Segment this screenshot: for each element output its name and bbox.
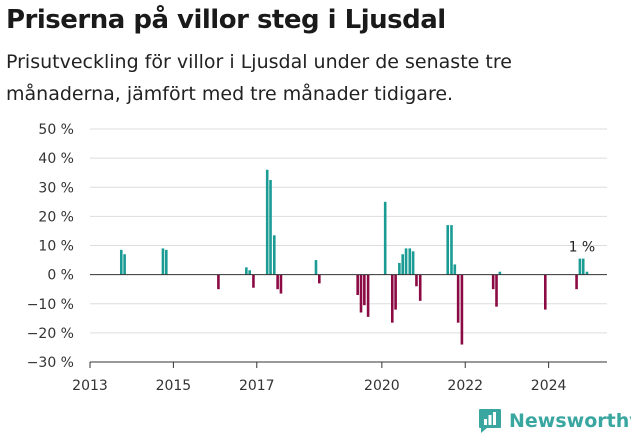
bar [408, 248, 412, 275]
bar [252, 274, 255, 288]
x-tick-label: 2013 [72, 378, 108, 394]
bar [446, 225, 450, 275]
bar [119, 249, 123, 275]
brand-name: Newsworthy [509, 410, 631, 432]
bar [245, 267, 248, 275]
y-tick-label: 50 % [38, 122, 74, 138]
brand-logo: Newsworthy [478, 405, 631, 437]
grid-lines [90, 128, 607, 363]
annotations: 1 % [569, 240, 596, 256]
bar [418, 274, 422, 301]
bar [217, 274, 220, 290]
y-tick-label: 10 % [38, 239, 74, 255]
y-tick-label: −10 % [27, 297, 74, 313]
bar [383, 201, 387, 275]
bar [248, 270, 251, 275]
bar [450, 225, 453, 275]
bar [165, 249, 168, 275]
bar [460, 274, 464, 345]
bar [279, 274, 283, 294]
y-axis-tick-labels: 50 % 40 % 30 % 20 % 10 % 0 % −10 % −20 % −30 % [27, 122, 74, 371]
bar [581, 258, 585, 275]
bar [394, 274, 397, 310]
bar [123, 254, 126, 275]
bars [119, 169, 589, 345]
bar [585, 271, 589, 275]
x-tick-label: 2024 [531, 378, 567, 394]
bar [578, 258, 582, 275]
bar [453, 264, 457, 275]
bar [276, 274, 279, 290]
bar [390, 274, 394, 323]
y-tick-label: 20 % [38, 209, 74, 225]
newsworthy-logo-icon [479, 409, 501, 433]
bar [495, 274, 498, 307]
bar [272, 235, 276, 275]
x-axis: 2013 2015 2017 2020 2022 2024 [72, 274, 607, 394]
y-tick-label: 30 % [38, 180, 74, 196]
bar [314, 260, 318, 275]
bar [456, 274, 460, 323]
bar [401, 254, 404, 275]
bar [356, 274, 359, 296]
x-tick-label: 2017 [239, 378, 275, 394]
bar [411, 251, 415, 275]
page-title: Priserna på villor steg i Ljusdal [6, 5, 446, 35]
x-tick-label: 2022 [447, 378, 483, 394]
bar [575, 274, 578, 290]
x-tick-label: 2015 [156, 378, 192, 394]
y-tick-label: 40 % [38, 151, 74, 167]
bar [398, 262, 401, 275]
bar [363, 274, 366, 306]
bar [415, 274, 418, 287]
annotation-label: 1 % [569, 240, 596, 256]
bar [543, 274, 547, 310]
bar [269, 179, 272, 275]
x-tick-label: 2020 [364, 378, 400, 394]
y-tick-label: 0 % [47, 268, 74, 284]
bar [318, 274, 321, 284]
bar [359, 274, 363, 313]
y-tick-label: −20 % [27, 326, 74, 342]
bar [161, 248, 165, 275]
page-subtitle: Prisutveckling för villor i Ljusdal unde… [6, 51, 512, 105]
bar [404, 248, 408, 275]
y-tick-label: −30 % [27, 355, 74, 371]
bar [366, 274, 370, 317]
bar [491, 274, 495, 290]
bar [265, 169, 269, 275]
bar [498, 271, 502, 275]
